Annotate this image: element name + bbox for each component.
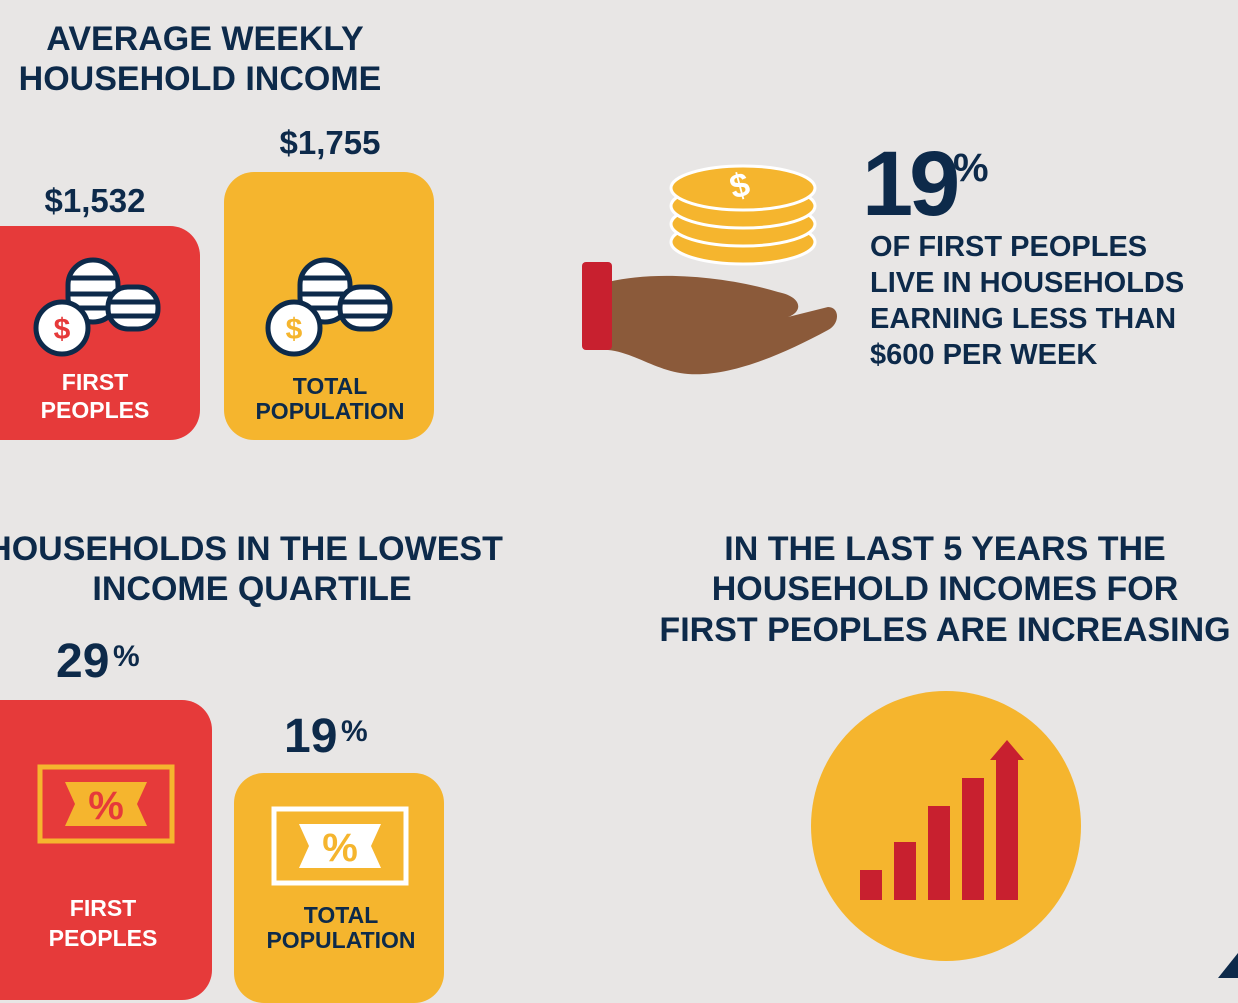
section-title: INCOME QUARTILE (92, 570, 412, 608)
quartile-number: 19 (284, 710, 338, 763)
quartile-number: 29 (56, 635, 110, 688)
box-label: PEOPLES (40, 397, 150, 423)
quartile-unit: % (113, 640, 140, 673)
stat-text: LIVE IN HOUSEHOLDS (870, 267, 1185, 299)
income-value: $1,755 (279, 124, 381, 161)
box-label: FIRST (61, 369, 129, 395)
box-label: PEOPLES (48, 925, 158, 951)
svg-text:%: % (322, 826, 358, 870)
section-title: HOUSEHOLD INCOMES FOR (711, 570, 1179, 608)
stat-text: EARNING LESS THAN (870, 303, 1177, 335)
money-icon: % (37, 764, 175, 844)
box-label: FIRST (69, 895, 137, 921)
corner-mark (1218, 953, 1238, 978)
money-icon: % (271, 806, 409, 886)
section-title: FIRST PEOPLES ARE INCREASING (659, 611, 1231, 649)
svg-text:$: $ (54, 313, 71, 346)
stat-text: $600 PER WEEK (870, 339, 1098, 371)
section-title: HOUSEHOLD INCOME (18, 60, 382, 98)
infographic: {"income": {"title_lines": ["AVERAGE WEE… (0, 20, 1238, 1003)
stat-unit: % (953, 146, 989, 190)
section-title: HOUSEHOLDS IN THE LOWEST (0, 530, 503, 568)
box-label: TOTAL (292, 373, 368, 399)
section-title: AVERAGE WEEKLY (46, 20, 364, 58)
stat-number: 19 (862, 133, 960, 235)
quartile-unit: % (341, 715, 368, 748)
stat-text: OF FIRST PEOPLES (870, 231, 1148, 263)
coins-icon: $ (33, 257, 161, 357)
svg-text:%: % (88, 784, 124, 828)
coins-icon: $ (265, 257, 393, 357)
svg-text:$: $ (286, 313, 303, 346)
section-title: IN THE LAST 5 YEARS THE (724, 530, 1166, 568)
box-label: POPULATION (266, 927, 416, 953)
box-label: POPULATION (255, 398, 405, 424)
income-value: $1,532 (44, 182, 146, 219)
growth-icon (811, 691, 1081, 961)
quartile-box (0, 700, 212, 1000)
hand-coins-icon: $ (582, 164, 837, 375)
box-label: TOTAL (303, 902, 379, 928)
